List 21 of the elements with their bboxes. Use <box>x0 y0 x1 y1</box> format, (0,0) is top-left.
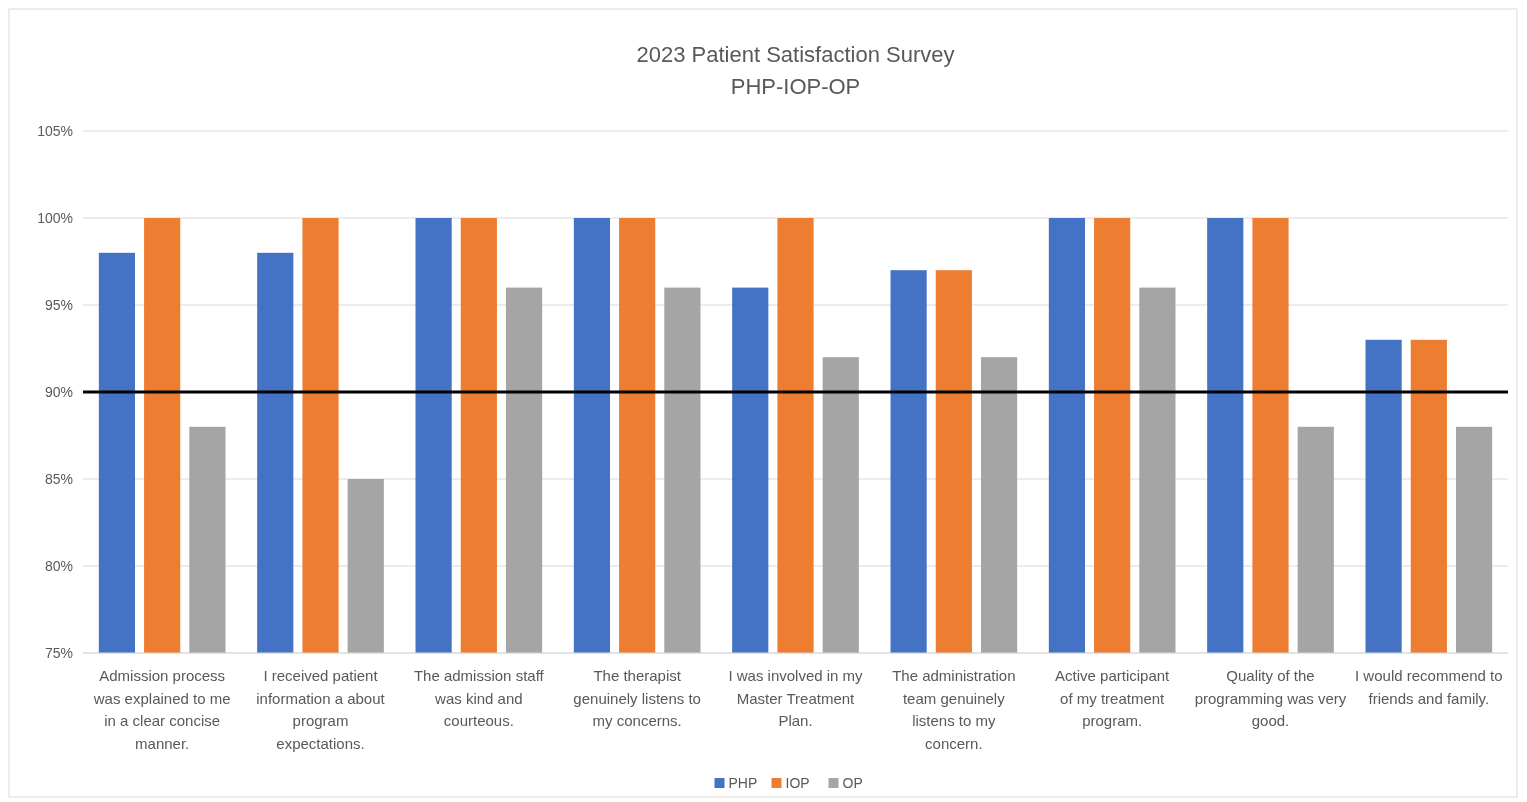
y-tick-label: 75% <box>44 644 73 661</box>
legend-label: IOP <box>785 775 810 791</box>
x-tick-label: The administration team genuinely listens to my concern. <box>892 667 1016 752</box>
y-tick-label: 95% <box>44 296 73 313</box>
x-tick-label: Admission process was explained to me in a clear concise manner. <box>92 667 231 752</box>
x-tick-label: The admission staff was kind and courteous. <box>413 667 545 729</box>
y-tick-label: 80% <box>44 557 73 574</box>
chart-title: 2023 Patient Satisfaction Survey <box>636 42 955 67</box>
y-tick-label: 90% <box>44 383 73 400</box>
y-tick-label: 105% <box>37 122 73 139</box>
y-tick-label: 85% <box>44 470 73 487</box>
x-tick-label: I was involved in my Master Treatment Plan. <box>728 667 864 729</box>
x-tick-label: Quality of the programming was very good. <box>1194 667 1347 729</box>
x-tick-label: I would recommend to friends and family. <box>1355 667 1503 707</box>
legend-label: OP <box>842 775 863 791</box>
chart-subtitle: PHP-IOP-OP <box>730 74 861 99</box>
x-tick-label: Active participant of my treatment program. <box>1055 667 1171 729</box>
y-tick-label: 100% <box>37 209 73 226</box>
x-tick-label: The therapist genuinely listens to my concerns. <box>573 667 701 729</box>
x-tick-label: I received patient information a about program expectations. <box>256 667 386 752</box>
legend-label: PHP <box>728 775 758 791</box>
